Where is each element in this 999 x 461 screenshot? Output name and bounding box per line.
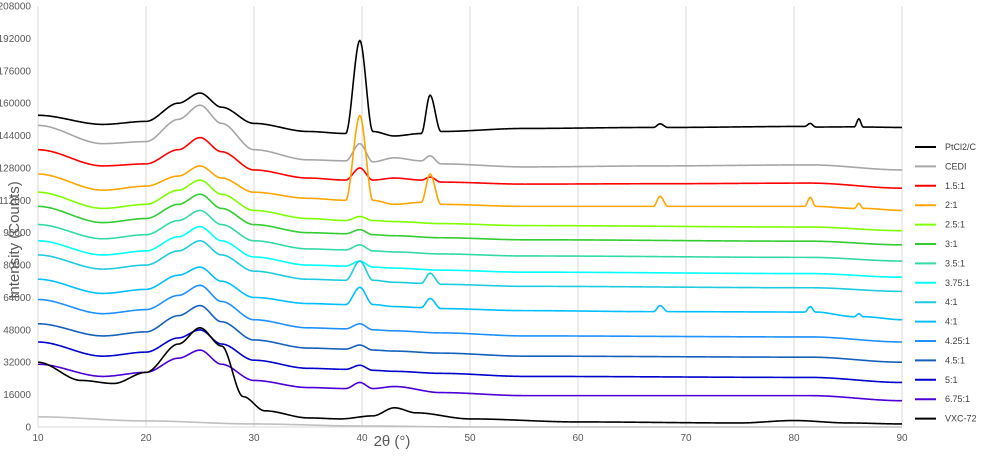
legend-label: PtCl2/C (945, 142, 977, 152)
y-tick-label: 112000 (0, 196, 31, 207)
series-line (37, 104, 902, 171)
series-line (37, 225, 902, 279)
legend-item: 1.5:1 (915, 181, 965, 191)
legend-label: 6.75:1 (945, 394, 970, 404)
legend-label: 3:1 (945, 239, 958, 249)
legend-label: 4.25:1 (945, 336, 970, 346)
legend-label: 2.5:1 (945, 220, 965, 230)
legend-item: 4.5:1 (915, 355, 965, 365)
legend-label: 1.5:1 (945, 181, 965, 191)
series-line (37, 239, 902, 293)
legend-label: 2:1 (945, 200, 958, 210)
series-line (37, 266, 903, 321)
x-tick-label: 40 (356, 433, 368, 444)
legend-label: 4:1 (945, 317, 958, 327)
legend-item: 4:1 (915, 297, 958, 307)
legend-item: 4.25:1 (915, 336, 970, 346)
series-line (37, 304, 902, 364)
legend-label: 4:1 (945, 297, 958, 307)
series-line (37, 349, 902, 402)
tick-labels: 10 20 30 40 50 60 70 80 90 0 16000 32000 48000 64000 8… (0, 2, 908, 445)
legend-item: 2.5:1 (915, 220, 965, 230)
x-tick-label: 10 (32, 433, 44, 444)
legend-label: 5:1 (945, 375, 958, 385)
legend-label: 3.75:1 (945, 278, 970, 288)
series-line (37, 39, 902, 137)
series-line (37, 193, 902, 246)
y-tick-label: 208000 (0, 2, 31, 13)
y-tick-label: 96000 (3, 228, 31, 239)
x-tick-label: 60 (572, 433, 584, 444)
legend-item: 6.75:1 (915, 394, 970, 404)
legend-item: CEDI (915, 161, 967, 171)
y-tick-label: 64000 (3, 293, 31, 304)
legend-item: 3:1 (915, 239, 958, 249)
series-line (37, 284, 902, 343)
legend-item: 5:1 (915, 375, 958, 385)
y-tick-label: 160000 (0, 99, 31, 110)
legend: PtCl2/C CEDI 1.5:1 2:1 2.5:1 3:1 3.5:1 3.75:1 4:… (915, 142, 977, 424)
series-line (37, 327, 902, 425)
x-tick-label: 20 (140, 433, 152, 444)
x-tick-label: 80 (788, 433, 800, 444)
y-tick-label: 128000 (0, 163, 31, 174)
y-tick-label: 48000 (3, 325, 31, 336)
legend-item: VXC-72 (915, 414, 977, 424)
legend-item: PtCl2/C (915, 142, 977, 152)
legend-label: VXC-72 (945, 414, 977, 424)
y-tick-label: 80000 (3, 261, 31, 272)
y-tick-label: 176000 (0, 66, 31, 77)
x-tick-label: 30 (248, 433, 260, 444)
legend-label: CEDI (945, 161, 967, 171)
y-tick-label: 16000 (3, 390, 31, 401)
legend-label: 4.5:1 (945, 355, 965, 365)
x-tick-label: 70 (680, 433, 692, 444)
y-axis-title: Intensity (Counts) (6, 181, 23, 299)
series-line (37, 329, 902, 384)
legend-item: 3.75:1 (915, 278, 970, 288)
x-tick-label: 50 (464, 433, 476, 444)
series-line (37, 179, 902, 232)
x-tick-label: 90 (896, 433, 908, 444)
series-lines (37, 39, 903, 428)
series-line (38, 416, 902, 428)
series-line (37, 136, 902, 189)
x-axis-title: 2θ (°) (374, 433, 411, 450)
series-line (37, 209, 902, 262)
legend-item: 3.5:1 (915, 258, 965, 268)
y-tick-label: 144000 (0, 131, 31, 142)
y-tick-label: 0 (25, 423, 31, 434)
legend-item: 2:1 (915, 200, 958, 210)
legend-item: 4:1 (915, 317, 958, 327)
series-line (37, 114, 903, 212)
y-tick-label: 32000 (3, 358, 31, 369)
legend-label: 3.5:1 (945, 258, 965, 268)
y-tick-label: 192000 (0, 34, 31, 45)
vertical-gridlines (37, 6, 903, 427)
